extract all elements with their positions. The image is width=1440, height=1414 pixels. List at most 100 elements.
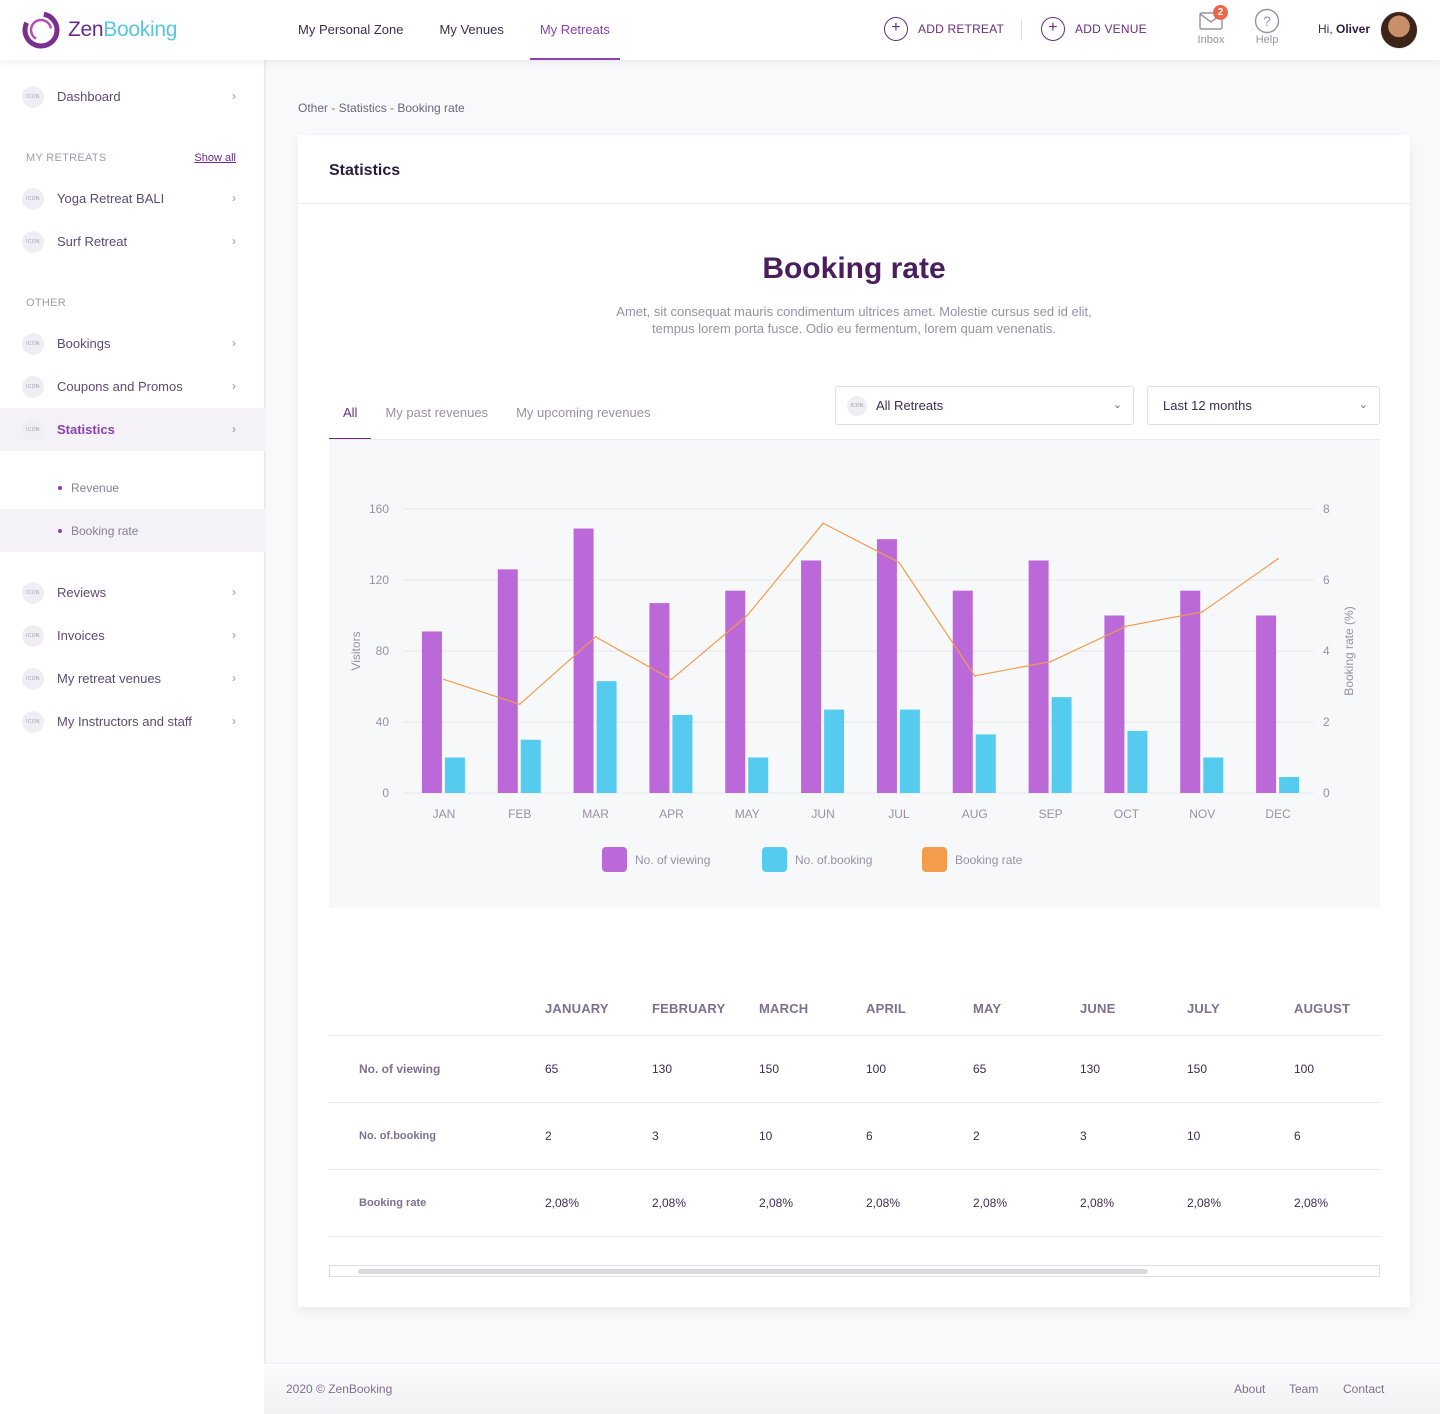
table-cell: 2,08%: [973, 1169, 1080, 1237]
chevron-right-icon: ›: [232, 671, 236, 685]
bar-viewing: [725, 590, 746, 793]
bar-booking: [1279, 777, 1300, 793]
bar-booking: [1203, 757, 1224, 793]
bar-viewing: [421, 631, 442, 793]
add-venue-button[interactable]: + ADD VENUE: [1041, 17, 1147, 41]
retreat-select[interactable]: ICON All Retreats ⌄: [835, 386, 1134, 425]
y2-tick-label: 8: [1323, 502, 1330, 516]
sidebar-subitem-booking-rate[interactable]: Booking rate: [0, 509, 266, 552]
table-cell: 150: [759, 1035, 866, 1103]
table-cell: 2,08%: [866, 1169, 973, 1237]
line-booking-rate: [443, 522, 1279, 705]
tab-all[interactable]: All: [329, 385, 372, 440]
top-header: ZenBooking My Personal Zone My Venues My…: [0, 0, 1440, 60]
bar-viewing: [952, 590, 973, 793]
statistics-table: JANUARY FEBRUARY MARCH APRIL MAY JUNE JU…: [329, 983, 1380, 1237]
point-booking-rate: [822, 522, 824, 524]
sidebar-item-my-instructors-and-staff[interactable]: ICON My Instructors and staff ›: [0, 700, 266, 743]
table-header: FEBRUARY: [652, 983, 759, 1036]
table-cell: 6: [1294, 1102, 1380, 1170]
my-retreats-section-title: MY RETREATS: [26, 152, 107, 164]
sidebar-item-dashboard[interactable]: ICON Dashboard ›: [0, 75, 266, 118]
footer-link-about[interactable]: About: [1234, 1382, 1266, 1396]
nav-my-personal-zone[interactable]: My Personal Zone: [298, 22, 404, 37]
y-tick-label: 40: [376, 715, 390, 729]
sidebar-item-coupons-and-promos[interactable]: ICON Coupons and Promos ›: [0, 365, 266, 408]
bar-viewing: [1104, 615, 1125, 793]
y2-tick-label: 0: [1323, 786, 1330, 800]
table-cell: 2,08%: [545, 1169, 652, 1237]
table-cell: 6: [866, 1102, 973, 1170]
x-tick-label: FEB: [508, 807, 531, 821]
table-cell: 2,08%: [759, 1169, 866, 1237]
sidebar-subitem-revenue[interactable]: Revenue: [0, 466, 266, 509]
x-tick-label: MAR: [582, 807, 609, 821]
tab-my-upcoming-revenues[interactable]: My upcoming revenues: [516, 405, 651, 420]
legend-item-viewing: No. of viewing: [602, 847, 710, 872]
point-booking-rate: [443, 678, 445, 681]
x-tick-label: JUL: [888, 807, 910, 821]
sidebar-item-surf-retreat[interactable]: ICON Surf Retreat ›: [0, 220, 266, 263]
table-cell: 2,08%: [1294, 1169, 1380, 1237]
main-nav: My Personal Zone My Venues My Retreats: [280, 0, 628, 60]
y-tick-label: 80: [376, 644, 390, 658]
inbox-label: Inbox: [1197, 34, 1225, 46]
zenbooking-logo[interactable]: ZenBooking: [20, 9, 177, 51]
reviews-icon: ICON: [22, 581, 44, 604]
help-button[interactable]: ? Help: [1247, 8, 1287, 46]
sidebar-item-my-retreat-venues[interactable]: ICON My retreat venues ›: [0, 657, 266, 700]
y-tick-label: 120: [369, 573, 389, 587]
period-select-value: Last 12 months: [1163, 398, 1252, 413]
sidebar: ICON Dashboard › MY RETREATS Show all IC…: [0, 60, 266, 1414]
footer-link-team[interactable]: Team: [1289, 1382, 1319, 1396]
bar-booking: [975, 734, 996, 793]
x-tick-label: DEC: [1265, 807, 1291, 821]
plus-circle-icon: +: [884, 17, 908, 41]
table-cell: 2: [973, 1102, 1080, 1170]
avatar[interactable]: [1380, 11, 1418, 49]
inbox-badge: 2: [1213, 5, 1228, 20]
x-tick-label: APR: [659, 807, 684, 821]
plus-circle-icon: +: [1041, 17, 1065, 41]
point-booking-rate: [898, 561, 900, 564]
point-booking-rate: [518, 703, 521, 706]
sidebar-item-reviews[interactable]: ICON Reviews ›: [0, 571, 266, 614]
footer-link-contact[interactable]: Contact: [1343, 1382, 1385, 1396]
bar-viewing: [876, 539, 897, 793]
table-header: JULY: [1187, 983, 1294, 1036]
period-select[interactable]: Last 12 months ⌄: [1147, 386, 1380, 425]
x-tick-label: JUN: [811, 807, 834, 821]
sidebar-item-invoices[interactable]: ICON Invoices ›: [0, 614, 266, 657]
bar-viewing: [1180, 590, 1201, 793]
add-retreat-button[interactable]: + ADD RETREAT: [884, 17, 1004, 41]
nav-my-retreats[interactable]: My Retreats: [522, 0, 628, 60]
bar-booking: [596, 681, 617, 793]
bar-viewing: [1028, 560, 1049, 793]
show-all-link[interactable]: Show all: [194, 152, 236, 164]
y-axis-label: Visitors: [349, 631, 363, 670]
point-booking-rate: [1201, 611, 1204, 613]
card-title: Statistics: [329, 162, 401, 179]
add-retreat-label: ADD RETREAT: [918, 22, 1004, 36]
nav-my-venues[interactable]: My Venues: [439, 22, 504, 37]
bar-booking: [899, 709, 920, 793]
booking-rate-chart: 0 40 80 120 160 0 2 4 6 8 Visitors Booking rate (%)…: [349, 502, 1356, 821]
sidebar-item-yoga-retreat-bali[interactable]: ICON Yoga Retreat BALI ›: [0, 177, 266, 220]
table-header: AUGUST: [1294, 983, 1380, 1036]
scrollbar-thumb[interactable]: [358, 1269, 1148, 1274]
invoices-icon: ICON: [22, 624, 44, 647]
chevron-right-icon: ›: [232, 191, 236, 205]
card-divider: [298, 203, 1410, 204]
point-booking-rate: [746, 614, 749, 617]
row-label: No. of viewing: [329, 1035, 545, 1103]
sidebar-item-bookings[interactable]: ICON Bookings ›: [0, 322, 266, 365]
chevron-right-icon: ›: [232, 422, 236, 436]
table-cell: 2,08%: [1187, 1169, 1294, 1237]
user-greeting: Hi, Oliver: [1318, 22, 1371, 36]
tab-my-past-revenues[interactable]: My past revenues: [385, 405, 489, 420]
table-cell: 130: [652, 1035, 759, 1103]
x-tick-label: NOV: [1189, 807, 1215, 821]
table-horizontal-scrollbar[interactable]: [329, 1265, 1380, 1277]
inbox-button[interactable]: 2 Inbox: [1191, 5, 1231, 46]
sidebar-item-statistics[interactable]: ICON Statistics ›: [0, 408, 266, 451]
